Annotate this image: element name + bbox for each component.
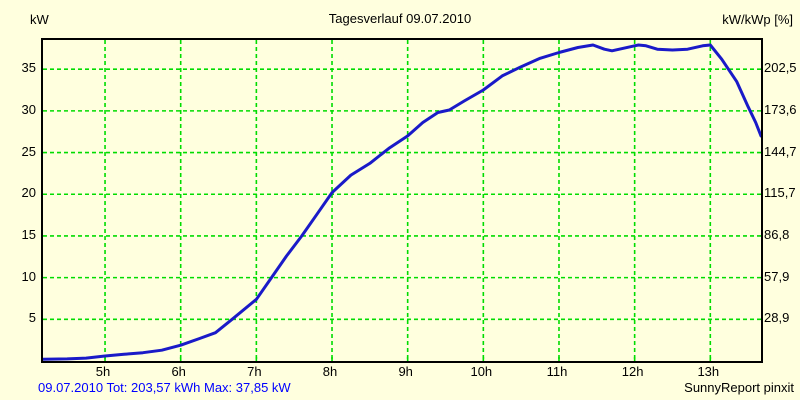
x-axis-tick-label: 9h bbox=[398, 364, 413, 379]
x-axis-tick-label: 6h bbox=[171, 364, 186, 379]
x-axis-tick-label: 12h bbox=[621, 364, 644, 379]
right-axis-tick-label: 28,9 bbox=[764, 310, 790, 326]
right-axis-tick-label: 202,5 bbox=[764, 60, 797, 76]
power-curve bbox=[43, 43, 761, 361]
left-axis-unit-label: kW bbox=[30, 12, 49, 27]
x-axis-tick-label: 10h bbox=[470, 364, 493, 379]
footer-brand: SunnyReport pinxit bbox=[684, 380, 794, 395]
x-axis-tick-label: 5h bbox=[95, 364, 111, 379]
x-axis-tick-label: 8h bbox=[322, 364, 338, 379]
left-axis-tick-label: 15 bbox=[21, 226, 36, 242]
right-axis-tick-label: 86,8 bbox=[764, 226, 790, 242]
left-axis-tick-label: 5 bbox=[28, 310, 36, 326]
right-axis-tick-label: 57,9 bbox=[764, 268, 790, 284]
plot-area bbox=[41, 38, 763, 363]
right-axis-tick-label: 144,7 bbox=[764, 143, 797, 159]
x-axis-tick-label: 11h bbox=[546, 364, 568, 379]
left-axis-tick-label: 20 bbox=[21, 185, 36, 201]
footer-summary: 09.07.2010 Tot: 203,57 kWh Max: 37,85 kW bbox=[38, 380, 291, 395]
right-axis-unit-label: kW/kWp [%] bbox=[722, 12, 793, 27]
chart-title: Tagesverlauf 09.07.2010 bbox=[328, 11, 472, 26]
right-axis-tick-label: 115,7 bbox=[764, 185, 796, 201]
right-axis-tick-label: 173,6 bbox=[764, 101, 797, 117]
chart-canvas bbox=[43, 40, 761, 361]
left-axis-tick-label: 25 bbox=[21, 143, 36, 159]
left-axis-tick-label: 30 bbox=[21, 101, 36, 117]
left-axis-tick-label: 10 bbox=[21, 268, 36, 284]
x-axis-tick-label: 7h bbox=[247, 364, 262, 379]
x-axis-tick-label: 13h bbox=[697, 364, 720, 379]
left-axis-tick-label: 35 bbox=[21, 60, 36, 76]
